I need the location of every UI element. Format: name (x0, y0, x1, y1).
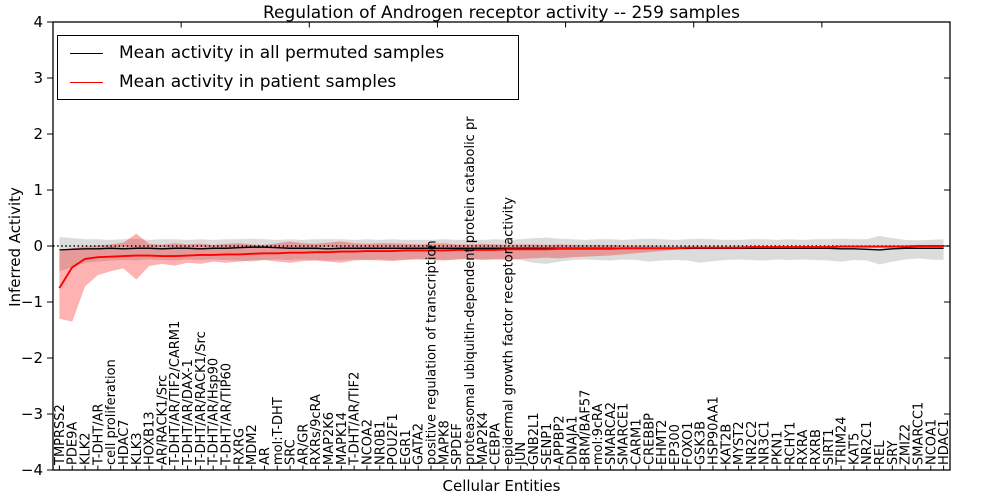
x-tick-label: JUN (514, 442, 529, 466)
x-tick-label: HOXB13 (143, 411, 158, 465)
x-tick-label: HDAC7 (117, 419, 132, 465)
x-tick-label: SMARCC1 (911, 402, 926, 465)
x-tick-label: BRM/BAF57 (578, 390, 593, 465)
x-tick-label: ZMIZ2 (899, 424, 914, 465)
patient-samples-range-band (59, 233, 944, 322)
x-tick-label: T-DHT/AR/TIP60 (219, 363, 234, 466)
x-tick-label: PDE9A (66, 422, 81, 465)
x-tick-label: SPDEF (450, 423, 465, 465)
x-tick-label: MAPK14 (335, 412, 350, 465)
x-tick-label: MAP2K6 (322, 412, 337, 465)
permuted-samples-range-band (59, 235, 944, 272)
x-tick-label: MYST2 (732, 421, 747, 465)
x-tick-label: mol:T-DHT (271, 397, 286, 465)
x-tick-label: NCOA2 (360, 419, 375, 465)
x-tick-label: SIRT1 (822, 429, 837, 465)
permuted-mean-line (59, 246, 944, 251)
x-tick-label: HSP90AA1 (706, 396, 721, 465)
y-tick-label: 1 (33, 181, 43, 199)
x-tick-label: NR2C2 (745, 421, 760, 465)
y-tick-label: −2 (21, 349, 43, 367)
x-tick-label: AR (258, 447, 273, 465)
x-tick-label: AR/GR (296, 424, 311, 465)
y-tick-label: −4 (21, 461, 43, 479)
x-tick-label: HDAC1 (937, 419, 952, 465)
permuted-line-swatch (70, 52, 103, 54)
patient-mean-line (58, 245, 944, 289)
x-tick-label: EP300 (668, 424, 683, 465)
legend: Mean activity in all permuted samples Me… (57, 35, 519, 100)
y-tick-label: −3 (21, 405, 43, 423)
x-tick-label: APPBP2 (553, 415, 568, 465)
x-tick-label: proteasomal ubiquitin-dependent protein … (463, 116, 478, 465)
x-tick-label: GSK3B (694, 421, 709, 465)
x-tick-label: POU2F1 (386, 413, 401, 465)
x-tick-label: EGR1 (399, 429, 414, 465)
x-tick-label: NCOA1 (924, 419, 939, 465)
x-tick-label: SRC (284, 439, 299, 465)
x-tick-label: TMPRSS2 (53, 404, 68, 466)
x-tick-label: CEBPA (489, 423, 504, 465)
y-tick-label: 4 (33, 13, 43, 31)
legend-item-patient: Mean activity in patient samples (70, 71, 518, 93)
x-tick-label: T-DHT/AR (91, 404, 106, 466)
x-tick-label: RXRs/9cRA (309, 394, 324, 465)
x-tick-label: AR/RACK1/Src (155, 375, 170, 465)
x-tick-label: NR0B1 (373, 421, 388, 465)
x-tick-label: MAP2K4 (476, 412, 491, 465)
x-tick-label: T-DHT/AR/TIF2/CARM1 (168, 321, 183, 466)
x-tick-label: PKN1 (771, 431, 786, 465)
x-tick-label: SMARCA2 (604, 402, 619, 465)
x-tick-label: NR3C1 (758, 421, 773, 465)
x-tick-label: RXRA (796, 430, 811, 465)
x-tick-label: MDM2 (245, 424, 260, 465)
x-tick-label: GNB2L1 (527, 412, 542, 465)
legend-item-permuted: Mean activity in all permuted samples (70, 42, 518, 64)
x-tick-label: KAT5 (847, 433, 862, 465)
x-tick-label: REL (873, 440, 888, 465)
x-tick-label: epidermal growth factor receptor activit… (501, 197, 516, 465)
y-tick-label: 3 (33, 69, 43, 87)
x-tick-label: MAPK8 (437, 420, 452, 465)
y-tick-label: 2 (33, 125, 43, 143)
x-tick-label: T-DHT/AR/Hsp90 (207, 358, 222, 466)
x-tick-label: RXRB (809, 429, 824, 465)
x-tick-label: TRIM24 (835, 416, 850, 466)
x-tick-label: SMARCE1 (617, 403, 632, 465)
legend-label: Mean activity in patient samples (119, 72, 397, 92)
x-tick-label: positive regulation of transcription (425, 240, 440, 465)
x-tick-label: T-DHT/AR/RACK1/Src (194, 331, 209, 466)
patient-line-swatch (70, 81, 103, 83)
x-tick-label: EHMT2 (655, 420, 670, 465)
legend-label: Mean activity in all permuted samples (119, 43, 445, 63)
x-tick-label: mol:9cRA (591, 403, 606, 465)
x-tick-label: RXRG (232, 428, 247, 465)
x-tick-label: KLK3 (130, 432, 145, 465)
x-tick-label: T-DHT/AR/TIF2 (348, 372, 363, 466)
x-tick-label: CARM1 (630, 419, 645, 466)
x-tick-label: FOXO1 (681, 422, 696, 465)
x-axis-title: Cellular Entities (442, 477, 561, 495)
x-tick-label: KAT2B (719, 424, 734, 465)
x-tick-label: KLK2 (79, 432, 94, 465)
x-tick-label: cell proliferation (104, 359, 119, 465)
x-tick-label: GATA2 (412, 423, 427, 465)
x-tick-label: NR2C1 (860, 421, 875, 465)
x-tick-label: SENP1 (540, 423, 555, 465)
chart-title: Regulation of Androgen receptor activity… (263, 3, 740, 23)
x-tick-label: RCHY1 (783, 422, 798, 465)
y-tick-label: 0 (33, 237, 43, 255)
x-tick-label: SRY (886, 441, 901, 465)
x-tick-label: CREBBP (642, 413, 657, 465)
y-tick-label: −1 (21, 293, 43, 311)
x-tick-label: T-DHT/AR/DAX-1 (181, 359, 196, 466)
x-tick-label: DNAJA1 (565, 416, 580, 465)
